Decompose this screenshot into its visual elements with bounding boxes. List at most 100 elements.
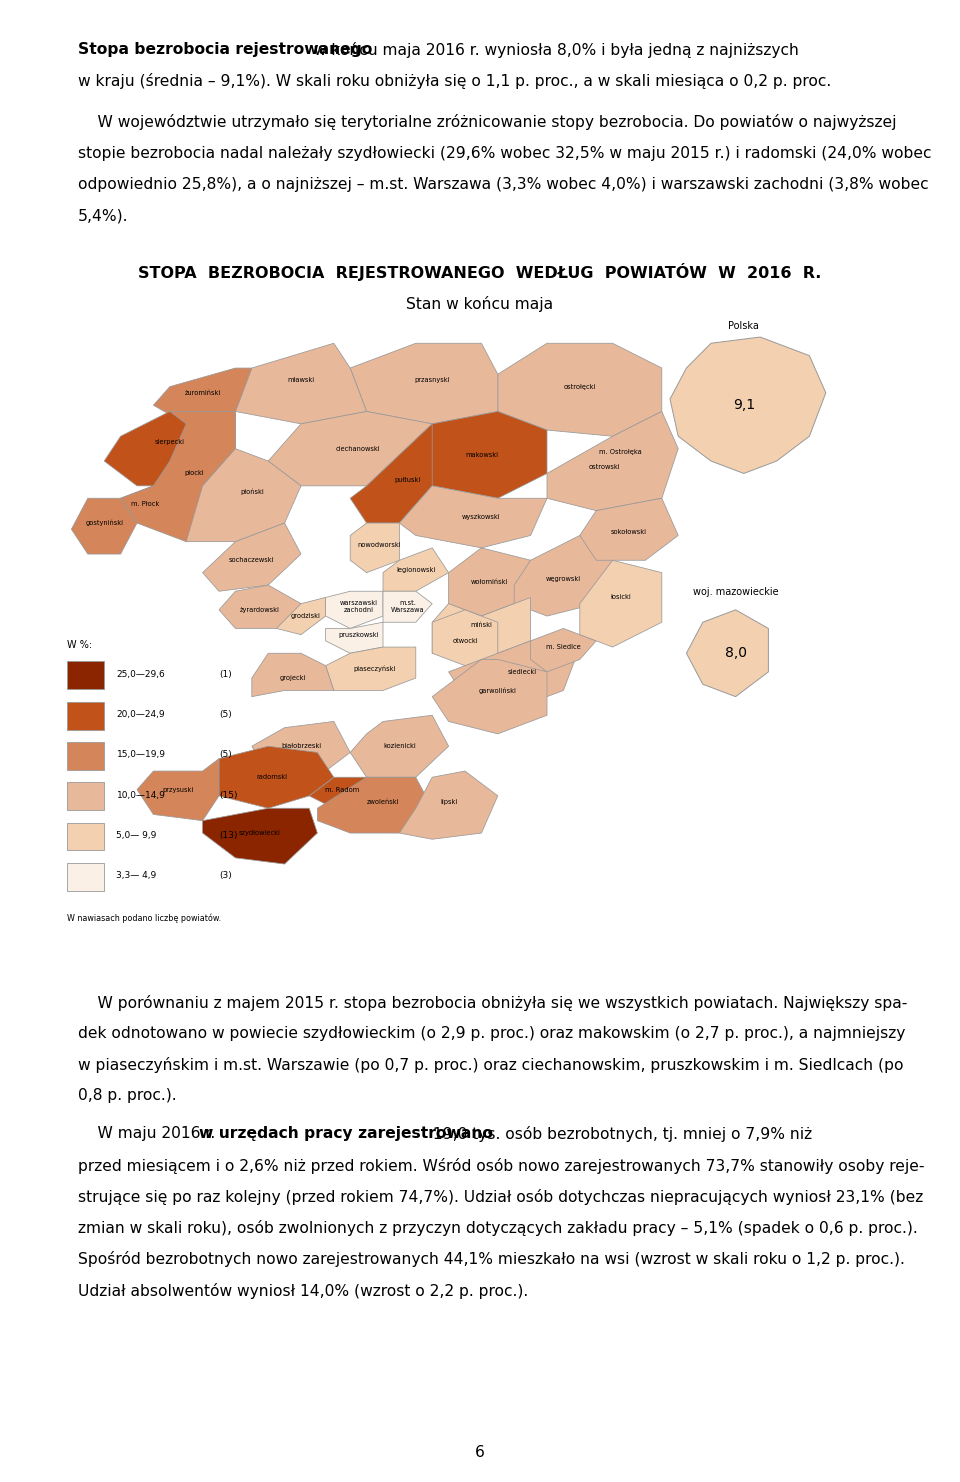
Text: otwocki: otwocki	[452, 637, 478, 643]
Polygon shape	[686, 611, 768, 697]
Text: piaseczyński: piaseczyński	[353, 665, 396, 671]
Polygon shape	[325, 591, 383, 628]
Text: białobrzeski: białobrzeski	[281, 744, 321, 750]
Bar	[67, 863, 105, 891]
Polygon shape	[203, 808, 318, 864]
Text: (3): (3)	[219, 871, 231, 880]
Text: w piaseczyńskim i m.st. Warszawie (po 0,7 p. proc.) oraz ciechanowskim, pruszkow: w piaseczyńskim i m.st. Warszawie (po 0,…	[78, 1057, 903, 1073]
Text: 5,0— 9,9: 5,0— 9,9	[116, 831, 156, 840]
Polygon shape	[399, 486, 547, 548]
Text: m. Siedlce: m. Siedlce	[546, 645, 581, 651]
Text: lipski: lipski	[440, 799, 457, 805]
Text: 5,4%).: 5,4%).	[78, 207, 129, 224]
Polygon shape	[399, 771, 498, 839]
Polygon shape	[383, 591, 432, 622]
Text: gostyniński: gostyniński	[85, 520, 123, 526]
Text: m. Radom: m. Radom	[324, 787, 359, 793]
Text: 10,0—14,9: 10,0—14,9	[116, 791, 165, 800]
Text: (5): (5)	[219, 750, 231, 759]
Polygon shape	[432, 659, 547, 734]
Polygon shape	[350, 523, 399, 572]
Text: W porównaniu z majem 2015 r. stopa bezrobocia obniżyła się we wszystkich powiata: W porównaniu z majem 2015 r. stopa bezro…	[78, 994, 907, 1011]
Text: (5): (5)	[219, 710, 231, 719]
Text: legionowski: legionowski	[396, 566, 436, 572]
Bar	[67, 823, 105, 851]
Polygon shape	[448, 548, 531, 617]
Text: pułtuski: pułtuski	[395, 477, 420, 483]
Text: w urzędach pracy zarejestrowano: w urzędach pracy zarejestrowano	[199, 1126, 492, 1141]
Text: warszawski
zachodni: warszawski zachodni	[340, 600, 377, 614]
Text: m.st.
Warszawa: m.st. Warszawa	[391, 600, 424, 614]
Text: żuromiński: żuromiński	[184, 390, 221, 396]
Text: 25,0—29,6: 25,0—29,6	[116, 670, 165, 679]
Bar	[67, 742, 105, 769]
Text: W %:: W %:	[67, 640, 92, 651]
Text: Stopa bezrobocia rejestrowanego: Stopa bezrobocia rejestrowanego	[78, 41, 372, 56]
Text: wyszkowski: wyszkowski	[462, 514, 501, 520]
Text: m. Ostrołęka: m. Ostrołęka	[599, 449, 642, 455]
Polygon shape	[515, 535, 612, 617]
Bar	[67, 661, 105, 689]
Text: szydłowiecki: szydłowiecki	[239, 830, 281, 836]
Polygon shape	[325, 622, 383, 654]
Text: (15): (15)	[219, 791, 237, 800]
Text: 15,0—19,9: 15,0—19,9	[116, 750, 165, 759]
Text: 8,0: 8,0	[725, 646, 747, 661]
Text: W województwie utrzymało się terytorialne zróżnicowanie stopy bezrobocia. Do pow: W województwie utrzymało się terytorialn…	[78, 114, 897, 130]
Text: w końcu maja 2016 r. wyniosła 8,0% i była jedną z najniższych: w końcu maja 2016 r. wyniosła 8,0% i był…	[309, 41, 799, 58]
Text: płoński: płoński	[240, 489, 264, 495]
Polygon shape	[268, 412, 432, 486]
Text: m. Płock: m. Płock	[132, 501, 159, 507]
Polygon shape	[186, 449, 301, 541]
Text: pruszkowski: pruszkowski	[338, 631, 378, 637]
Polygon shape	[137, 759, 219, 821]
Polygon shape	[350, 716, 448, 777]
Text: sierpecki: sierpecki	[155, 440, 184, 446]
Text: stopie bezrobocia nadal należały szydłowiecki (29,6% wobec 32,5% w maju 2015 r.): stopie bezrobocia nadal należały szydłow…	[78, 145, 931, 160]
Text: 9,1: 9,1	[732, 399, 755, 412]
Polygon shape	[219, 585, 301, 628]
Polygon shape	[276, 597, 325, 634]
Text: grodziski: grodziski	[290, 614, 320, 619]
Polygon shape	[235, 344, 367, 424]
Polygon shape	[203, 523, 301, 591]
Text: W maju 2016 r.: W maju 2016 r.	[78, 1126, 220, 1141]
Text: odpowiednio 25,8%), a o najniższej – m.st. Warszawa (3,3% wobec 4,0%) i warszaws: odpowiednio 25,8%), a o najniższej – m.s…	[78, 176, 928, 191]
Text: zmian w skali roku), osób zwolnionych z przyczyn dotyczących zakładu pracy – 5,1: zmian w skali roku), osób zwolnionych z …	[78, 1220, 918, 1236]
Text: garwoliński: garwoliński	[479, 688, 516, 694]
Text: sochaczewski: sochaczewski	[229, 557, 275, 563]
Polygon shape	[531, 628, 596, 671]
Polygon shape	[318, 777, 432, 833]
Text: płocki: płocki	[184, 470, 204, 476]
Text: (1): (1)	[219, 670, 231, 679]
Text: ostrołęcki: ostrołęcki	[564, 384, 596, 390]
Polygon shape	[596, 436, 645, 467]
Text: 19,0 tys. osób bezrobotnych, tj. mniej o 7,9% niż: 19,0 tys. osób bezrobotnych, tj. mniej o…	[428, 1126, 812, 1143]
Text: żyrardowski: żyrardowski	[240, 606, 280, 614]
Text: Polska: Polska	[729, 320, 759, 330]
Text: mławski: mławski	[287, 378, 315, 384]
Text: woj. mazowieckie: woj. mazowieckie	[693, 587, 779, 597]
Text: ciechanowski: ciechanowski	[336, 446, 381, 452]
Text: STOPA  BEZROBOCIA  REJESTROWANEGO  WEDŁUG  POWIATÓW  W  2016  R.: STOPA BEZROBOCIA REJESTROWANEGO WEDŁUG P…	[138, 264, 822, 282]
Text: W nawiasach podano liczbę powiatów.: W nawiasach podano liczbę powiatów.	[67, 913, 222, 923]
Text: 0,8 p. proc.).: 0,8 p. proc.).	[78, 1088, 177, 1104]
Text: nowodworski: nowodworski	[357, 542, 400, 548]
Text: Stan w końcu maja: Stan w końcu maja	[406, 296, 554, 313]
Polygon shape	[252, 654, 334, 697]
Polygon shape	[112, 486, 170, 523]
Text: Spośród bezrobotnych nowo zarejestrowanych 44,1% mieszkało na wsi (wzrost w skal: Spośród bezrobotnych nowo zarejestrowany…	[78, 1251, 905, 1267]
Polygon shape	[154, 368, 252, 424]
Text: strujące się po raz kolejny (przed rokiem 74,7%). Udział osób dotychczas nieprac: strujące się po raz kolejny (przed rokie…	[78, 1189, 924, 1205]
Polygon shape	[252, 722, 350, 777]
Text: sokołowski: sokołowski	[611, 529, 647, 535]
Text: 6: 6	[475, 1445, 485, 1460]
Polygon shape	[350, 344, 498, 424]
Bar	[67, 782, 105, 811]
Text: grojecki: grojecki	[279, 674, 306, 682]
Text: węgrowski: węgrowski	[546, 576, 581, 582]
Polygon shape	[309, 777, 367, 808]
Polygon shape	[105, 412, 235, 486]
Text: 3,3— 4,9: 3,3— 4,9	[116, 871, 156, 880]
Polygon shape	[219, 747, 334, 808]
